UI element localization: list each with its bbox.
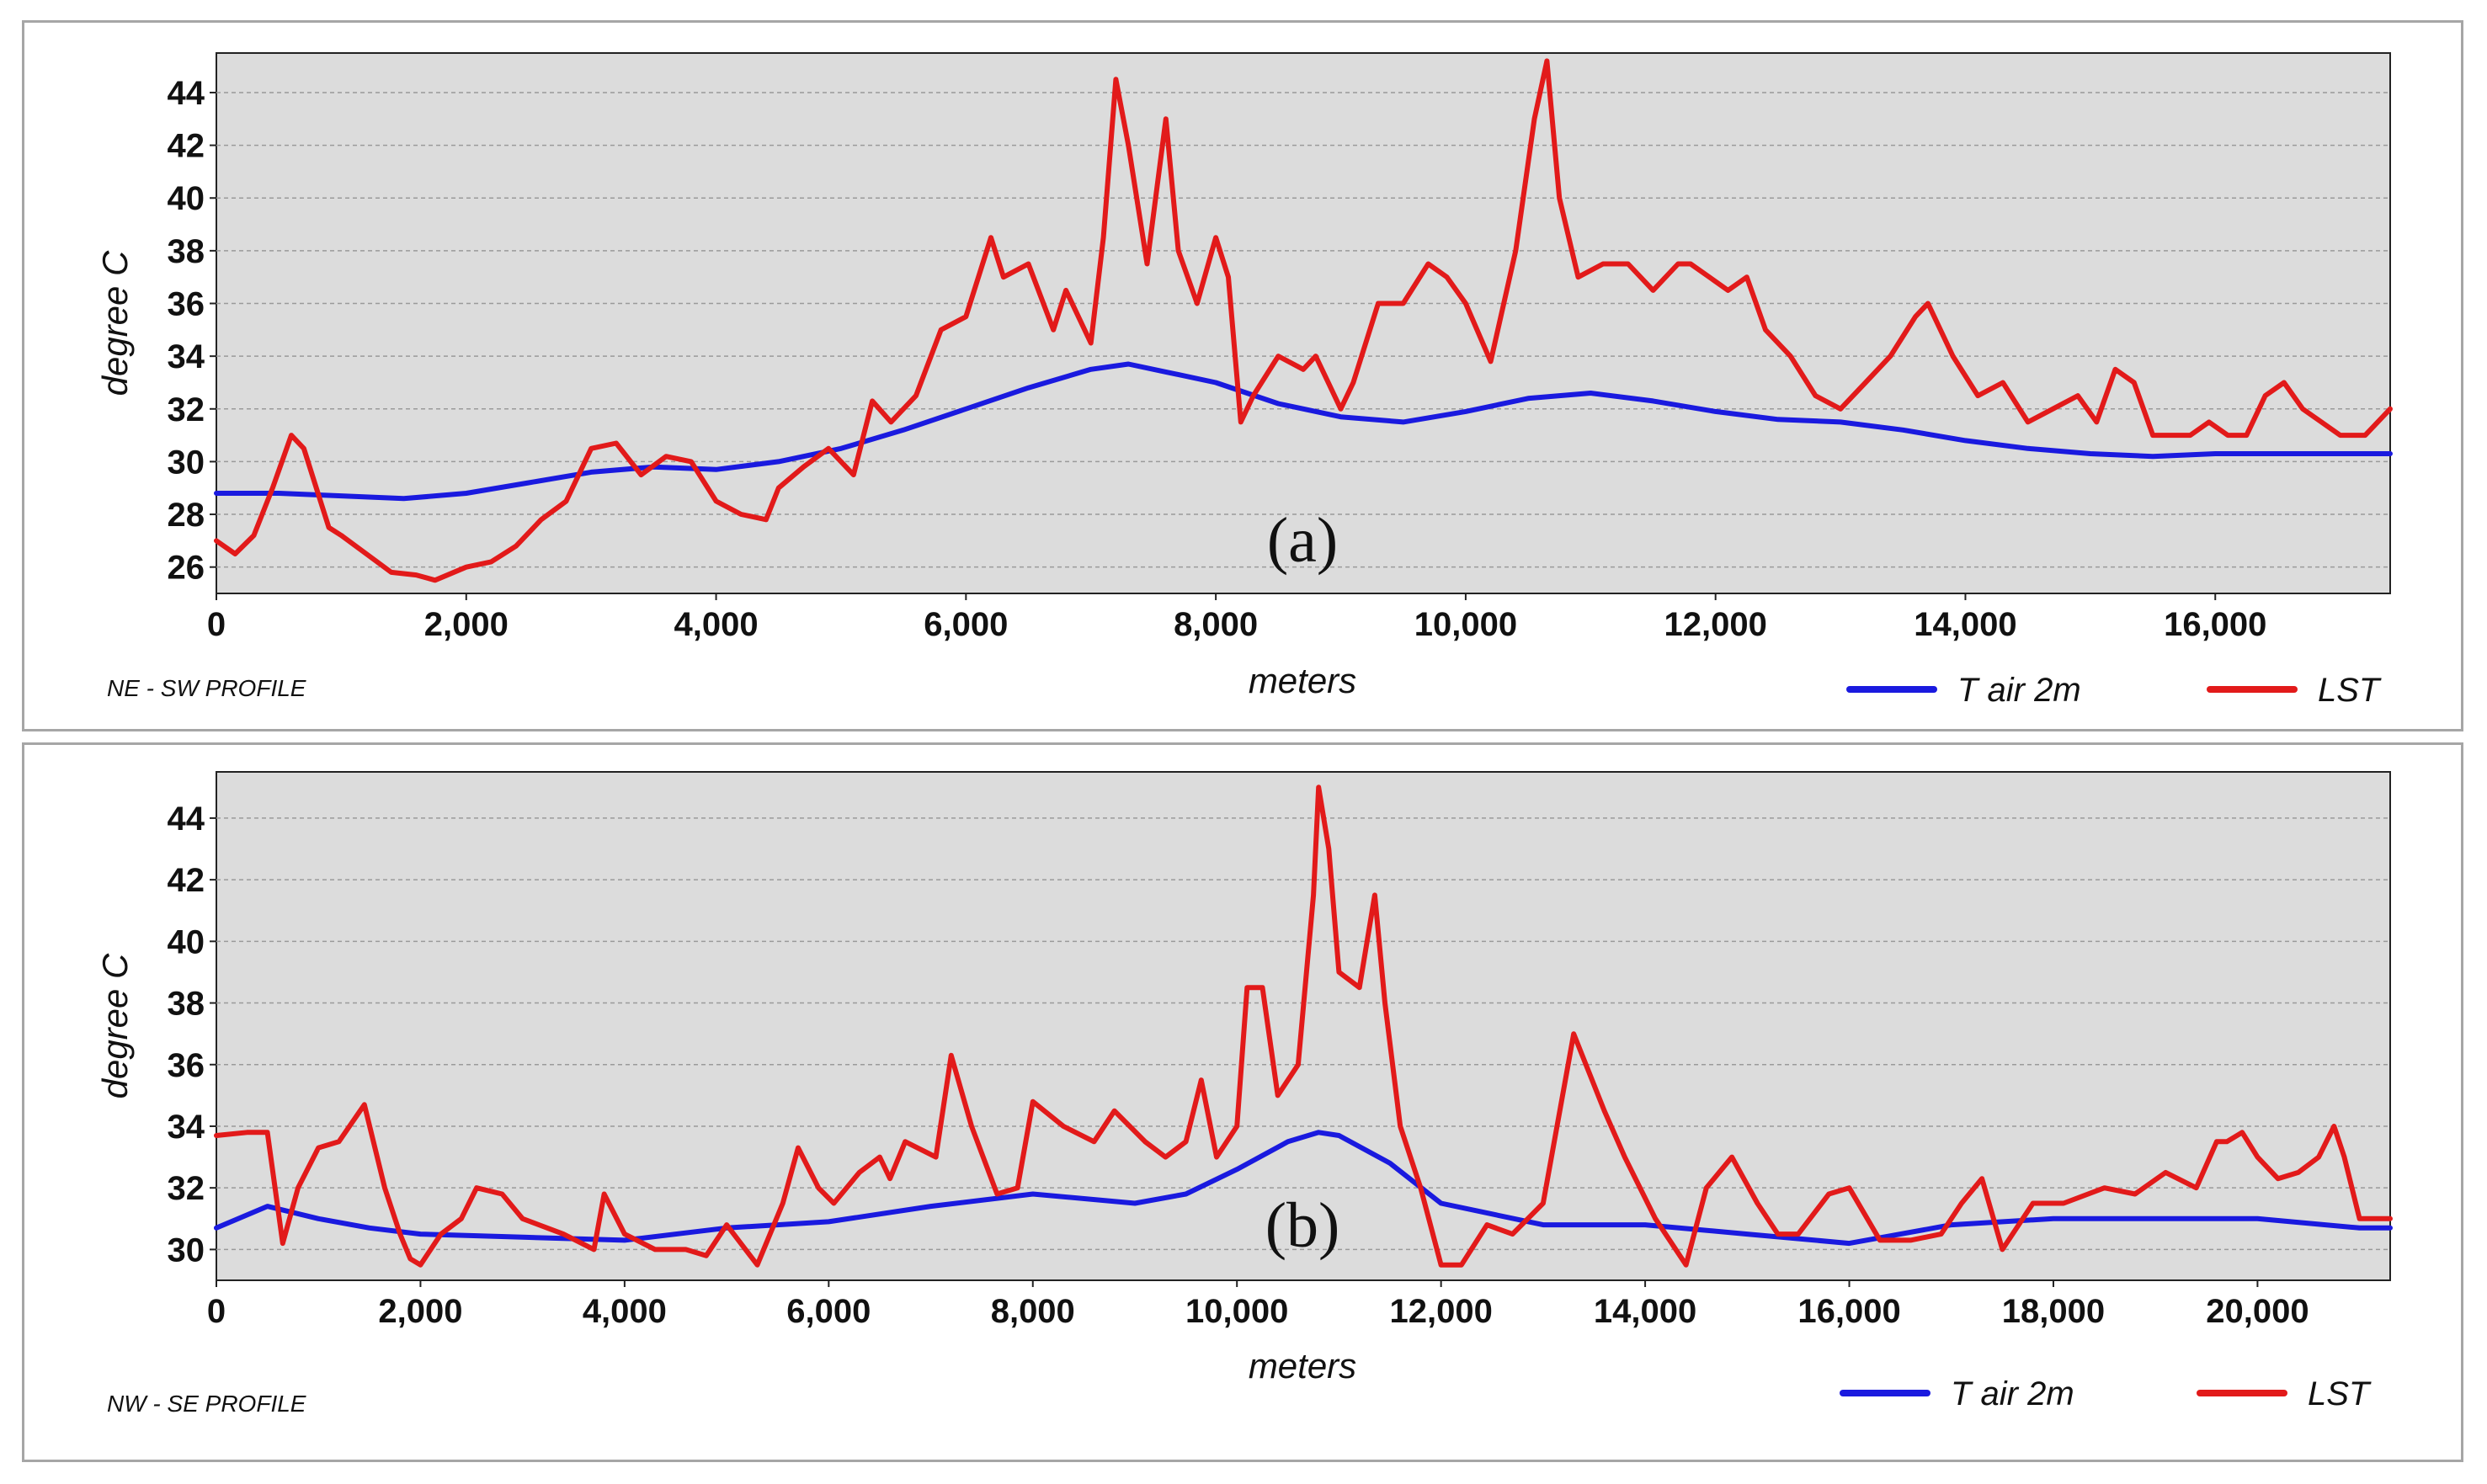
x-tick-label: 2,000 [378, 1293, 462, 1330]
series-line-lst [214, 785, 2393, 1268]
x-tick-label: 18,000 [2002, 1293, 2105, 1330]
profile-label: NE - SW PROFILE [107, 675, 306, 701]
y-tick-label: 42 [168, 128, 205, 165]
y-tick-label: 34 [168, 1109, 205, 1146]
x-tick-label: 16,000 [1797, 1293, 1900, 1330]
x-tick-label: 12,000 [1664, 606, 1767, 643]
chart-panel-b: 30 32 34 36 38 40 42 44 0 2,000 4,000 6,000 8,000 10,… [22, 742, 2463, 1462]
x-tick-label: 4,000 [674, 606, 759, 643]
x-tick-label: 0 [207, 606, 226, 643]
x-tick-label: 10,000 [1414, 606, 1517, 643]
x-tick-label: 16,000 [2164, 606, 2266, 643]
series-line-t-air-2m [214, 1130, 2393, 1247]
series-line-lst [214, 58, 2393, 583]
y-tick-label: 44 [168, 75, 205, 112]
x-axis-title: meters [1249, 661, 1356, 700]
y-tick-label: 42 [168, 862, 205, 899]
chart-b-svg: 30 32 34 36 38 40 42 44 0 2,000 4,000 6,000 8,000 10,… [95, 771, 2393, 1417]
y-tick-label: 36 [168, 286, 205, 323]
chart-panel-a: 26 28 30 32 34 36 38 40 42 44 0 2,000 4,000 6,000 8,00… [22, 20, 2463, 731]
x-axis-title: meters [1249, 1346, 1356, 1386]
y-tick-label: 28 [168, 497, 205, 534]
legend-label: LST [2308, 1375, 2372, 1412]
y-tick-label: 30 [168, 1231, 205, 1269]
legend-label: LST [2318, 672, 2382, 709]
y-tick-label: 44 [168, 801, 205, 838]
profile-label: NW - SE PROFILE [107, 1391, 306, 1417]
x-tick-label: 6,000 [924, 606, 1008, 643]
y-tick-label: 34 [168, 338, 205, 375]
legend-label: T air 2m [1951, 1375, 2074, 1412]
y-tick-label: 32 [168, 1170, 205, 1207]
series-line-t-air-2m [214, 361, 2393, 502]
y-tick-label: 38 [168, 986, 205, 1023]
x-tick-label: 6,000 [786, 1293, 871, 1330]
x-tick-label: 14,000 [1594, 1293, 1696, 1330]
y-axis-title: degree C [95, 953, 135, 1098]
y-axis-title: degree C [95, 250, 135, 396]
x-tick-label: 2,000 [424, 606, 509, 643]
x-tick-label: 8,000 [1174, 606, 1258, 643]
panel-label: (a) [1267, 505, 1338, 576]
x-tick-label: 14,000 [1914, 606, 2016, 643]
x-tick-label: 20,000 [2206, 1293, 2309, 1330]
chart-a-svg: 26 28 30 32 34 36 38 40 42 44 0 2,000 4,000 6,000 8,00… [95, 52, 2393, 709]
y-tick-label: 36 [168, 1047, 205, 1084]
x-tick-label: 10,000 [1185, 1293, 1288, 1330]
plot-area [216, 52, 2391, 594]
x-tick-label: 0 [207, 1293, 226, 1330]
y-tick-label: 32 [168, 391, 205, 428]
y-tick-label: 40 [168, 180, 205, 217]
panel-label: (b) [1265, 1190, 1340, 1261]
y-tick-label: 38 [168, 233, 205, 270]
y-tick-label: 30 [168, 444, 205, 481]
y-tick-label: 26 [168, 550, 205, 587]
legend-label: T air 2m [1957, 672, 2081, 709]
y-tick-label: 40 [168, 923, 205, 960]
x-tick-label: 4,000 [583, 1293, 667, 1330]
x-tick-label: 8,000 [991, 1293, 1075, 1330]
x-tick-label: 12,000 [1389, 1293, 1492, 1330]
